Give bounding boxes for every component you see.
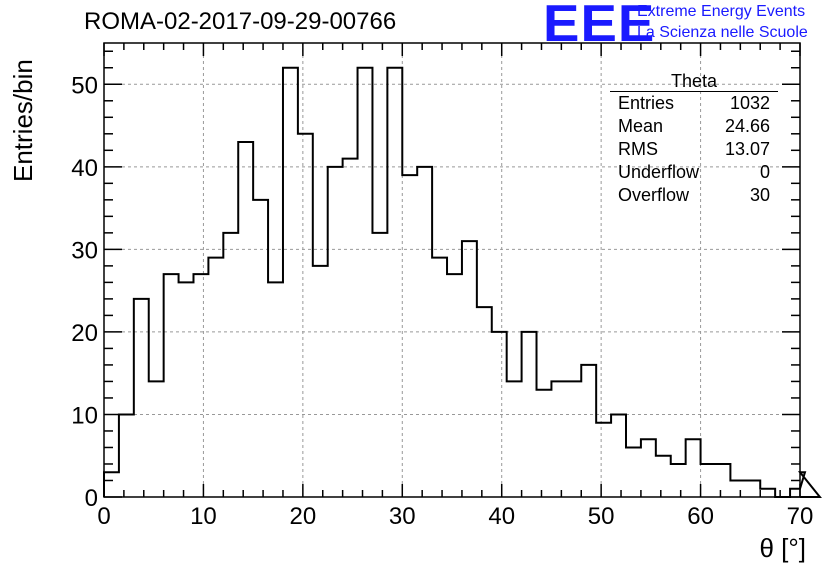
plot-frame — [103, 42, 801, 498]
stats-value: 1032 — [729, 93, 770, 113]
stats-row-rms: RMS 13.07 — [610, 138, 778, 161]
histogram-outline — [103, 66, 822, 498]
grid-lines — [104, 43, 800, 497]
y-tick-label: 10 — [71, 402, 98, 429]
x-tick-label: 30 — [389, 503, 416, 530]
stats-label: Mean — [618, 116, 664, 136]
y-tick-label: 40 — [71, 155, 98, 182]
x-tick-label: 50 — [588, 503, 615, 530]
logo-line-1: Extreme Energy Events — [637, 3, 806, 20]
stats-value: 24.66 — [724, 116, 770, 136]
y-tick-label: 0 — [85, 485, 98, 512]
stats-label: Underflow — [618, 162, 700, 182]
eee-logo: EEE — [543, 0, 656, 53]
y-tick-label: 50 — [71, 72, 98, 99]
x-tick-label: 70 — [787, 503, 814, 530]
stats-label: RMS — [618, 139, 658, 159]
stats-value: 30 — [749, 185, 770, 205]
x-tick-label: 60 — [687, 503, 714, 530]
y-axis-label: Entries/bin — [8, 59, 38, 182]
x-axis-label: θ [°] — [759, 533, 806, 563]
x-tick-label: 0 — [97, 503, 110, 530]
stats-row-overflow: Overflow 30 — [610, 184, 778, 207]
stats-row-underflow: Underflow 0 — [610, 161, 778, 184]
stats-value: 13.07 — [724, 139, 770, 159]
stats-value: 0 — [759, 162, 770, 182]
y-tick-label: 20 — [71, 320, 98, 347]
histogram-bars — [103, 66, 822, 498]
stats-label: Entries — [618, 93, 675, 113]
chart-title: ROMA-02-2017-09-29-00766 — [84, 8, 397, 35]
stats-row-mean: Mean 24.66 — [610, 115, 778, 138]
x-tick-label: 20 — [290, 503, 317, 530]
y-tick-label: 30 — [71, 237, 98, 264]
stats-box: Theta Entries 1032 Mean 24.66 RMS 13.07 … — [610, 71, 778, 207]
plot-border — [103, 42, 801, 498]
stats-label: Overflow — [618, 185, 690, 205]
x-tick-label: 10 — [190, 503, 217, 530]
logo-line-2: La Scienza nelle Scuole — [637, 24, 808, 41]
stats-title: Theta — [610, 71, 778, 92]
axis-tick-labels: 0 10 20 30 40 50 60 70 0 10 20 30 40 50 — [71, 72, 813, 530]
axis-ticks — [103, 43, 801, 498]
x-tick-label: 40 — [488, 503, 515, 530]
stats-row-entries: Entries 1032 — [610, 92, 778, 115]
